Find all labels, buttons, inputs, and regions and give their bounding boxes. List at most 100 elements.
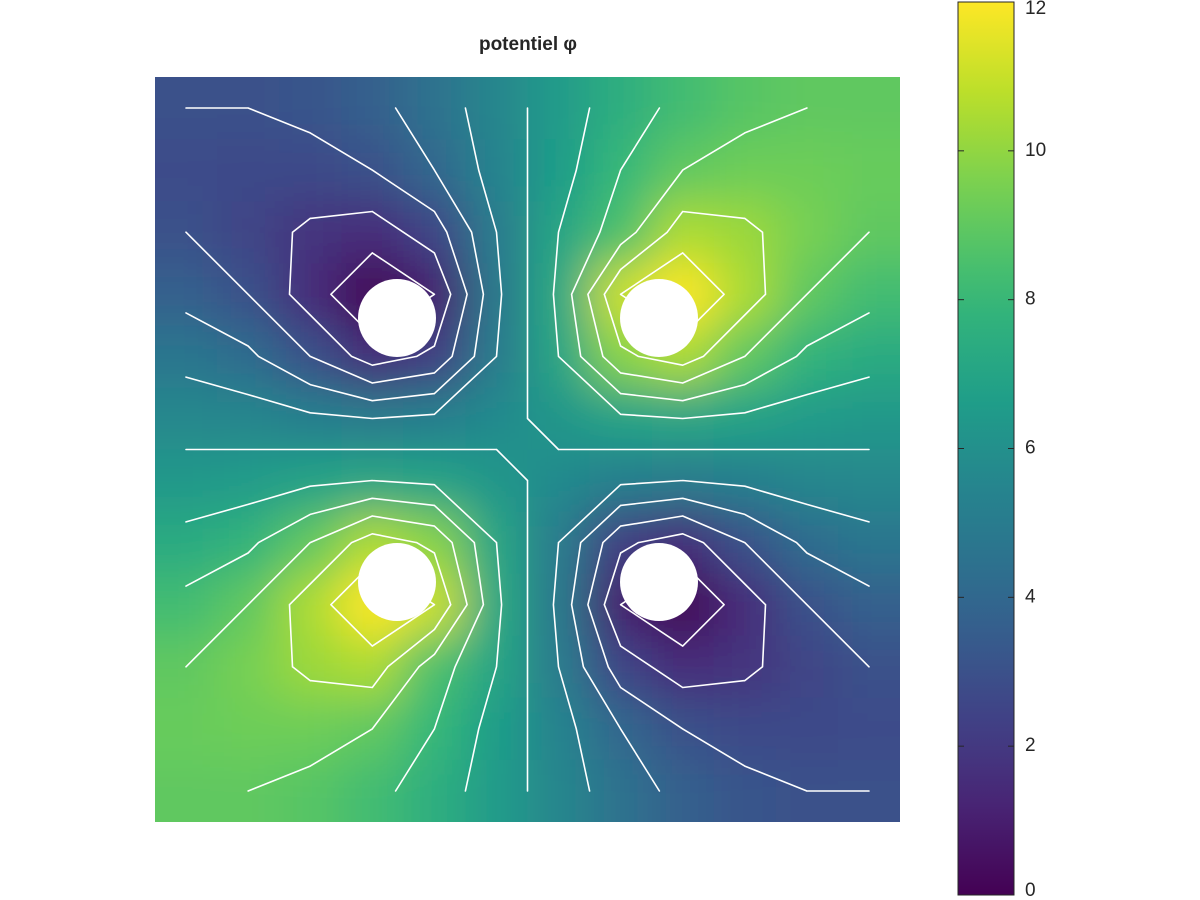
contour-line	[185, 107, 870, 792]
colorbar: 0 2 4 6 8 10 12	[957, 0, 1046, 900]
cell	[403, 759, 466, 822]
cell	[713, 449, 777, 513]
colorbar-tick-label: 12	[1025, 0, 1046, 19]
cell	[837, 511, 900, 575]
contour-line	[185, 107, 870, 792]
cell	[155, 511, 218, 575]
cell	[713, 697, 777, 761]
cell	[713, 77, 777, 140]
cell	[527, 697, 591, 761]
cell	[775, 77, 839, 140]
cell	[465, 759, 528, 822]
contours	[185, 107, 870, 792]
cell	[279, 449, 342, 513]
cell	[837, 139, 900, 202]
cell	[341, 759, 404, 822]
cell	[465, 139, 528, 202]
hole	[620, 543, 698, 621]
cell	[713, 139, 777, 202]
cell	[837, 387, 900, 450]
cell	[155, 201, 218, 264]
cell	[341, 201, 404, 264]
cell	[279, 263, 342, 326]
cell	[279, 697, 342, 761]
colorbar-tick-label: 6	[1025, 438, 1036, 459]
cell	[589, 449, 653, 513]
cell	[713, 635, 777, 699]
contour-line	[185, 107, 870, 792]
cell	[465, 573, 528, 637]
cell	[589, 387, 653, 450]
cell	[279, 759, 342, 822]
cell	[651, 77, 715, 140]
cell	[279, 635, 342, 699]
cell	[713, 759, 777, 822]
cell	[775, 139, 839, 202]
colorbar-tick-label: 0	[1025, 880, 1036, 900]
cell	[775, 201, 839, 264]
cell	[217, 201, 280, 264]
cell	[217, 759, 280, 822]
cell	[279, 201, 342, 264]
cell	[589, 77, 653, 140]
cell	[837, 325, 900, 388]
cell	[527, 77, 591, 140]
cell	[713, 201, 777, 264]
cell	[155, 325, 218, 388]
cell	[155, 449, 218, 513]
cell	[837, 77, 900, 140]
cell	[155, 573, 218, 637]
cell	[155, 263, 218, 326]
cell	[775, 759, 839, 822]
cell	[651, 759, 715, 822]
cell	[837, 201, 900, 264]
cell	[155, 759, 218, 822]
plot-area	[155, 77, 900, 822]
hole	[358, 279, 436, 357]
chart-title: potentiel φ	[479, 34, 577, 55]
cell	[217, 635, 280, 699]
cell	[837, 697, 900, 761]
cell	[155, 77, 218, 140]
cell	[775, 325, 839, 388]
cell	[589, 759, 653, 822]
cell	[527, 449, 591, 513]
cell	[837, 449, 900, 513]
cell	[837, 759, 900, 822]
cell	[279, 77, 342, 140]
cell	[217, 139, 280, 202]
cell	[217, 387, 280, 450]
cell	[837, 263, 900, 326]
cell	[837, 573, 900, 637]
colorbar-tick-label: 10	[1025, 140, 1046, 161]
cell	[217, 449, 280, 513]
cell	[341, 77, 404, 140]
cell	[403, 387, 466, 450]
cell	[403, 449, 466, 513]
cell	[465, 387, 528, 450]
cell	[527, 573, 591, 637]
contour-line	[288, 210, 767, 689]
cell	[775, 387, 839, 450]
hole	[358, 543, 436, 621]
cell	[155, 635, 218, 699]
cell	[837, 635, 900, 699]
cell	[403, 77, 466, 140]
contour-line	[185, 107, 870, 792]
cell	[527, 139, 591, 202]
cell	[279, 387, 342, 450]
cell	[465, 263, 528, 326]
cell	[403, 635, 466, 699]
cell	[775, 635, 839, 699]
cell	[155, 387, 218, 450]
contour-line	[185, 107, 870, 792]
contour-line	[288, 210, 767, 689]
cell	[775, 697, 839, 761]
cell	[465, 77, 528, 140]
cell	[527, 263, 591, 326]
colorbar-fill	[957, 1, 1015, 896]
cell	[465, 449, 528, 513]
cell	[217, 77, 280, 140]
hole	[620, 279, 698, 357]
